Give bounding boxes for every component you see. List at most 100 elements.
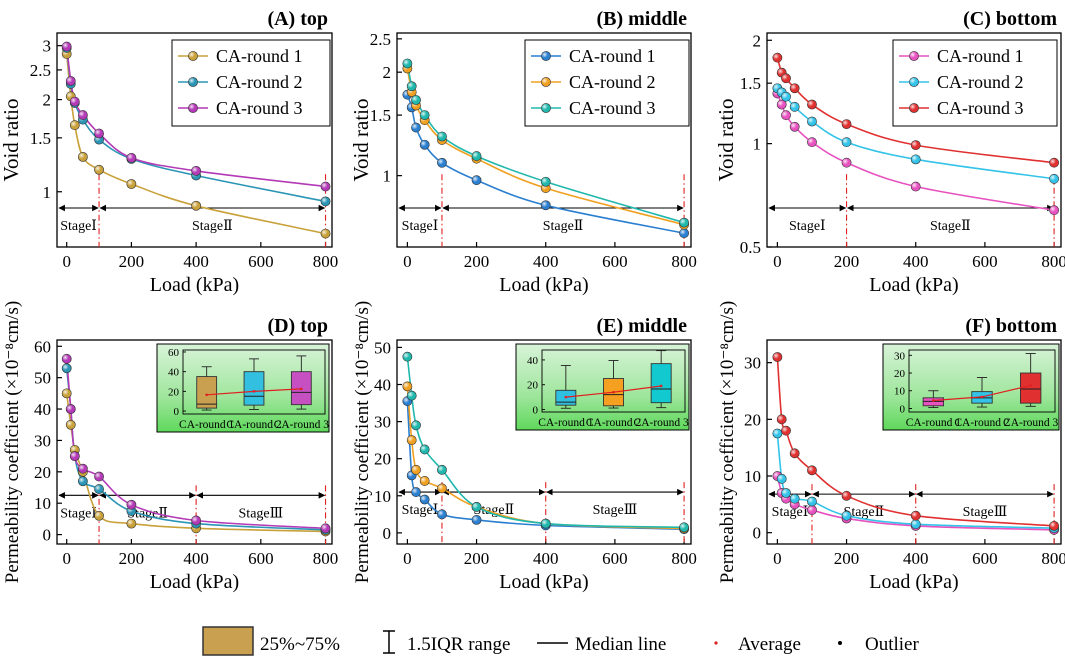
inset-axes xyxy=(908,349,1056,413)
y-axis-label: Permeability coefficient (×10⁻⁸cm/s) xyxy=(2,301,23,583)
stage-label: StageⅡ xyxy=(474,503,515,518)
data-point-shine xyxy=(790,494,800,504)
panel-title: (B) middle xyxy=(596,8,687,30)
x-tick-label: 800 xyxy=(671,252,697,271)
data-point-shine xyxy=(62,388,72,398)
data-point-shine xyxy=(911,519,921,529)
data-point-shine xyxy=(78,476,88,486)
y-tick-label: 20 xyxy=(374,450,391,469)
data-point-shine xyxy=(471,502,482,512)
data-point-shine xyxy=(420,444,430,455)
legend-label: CA-round 3 xyxy=(937,98,1024,118)
y-tick-label: 0 xyxy=(383,524,392,543)
data-point-shine xyxy=(541,177,551,187)
x-tick-label: 600 xyxy=(248,549,274,568)
panel-C: (C) bottom 0 200 400 600 800 0.5 1 1.5 2 Load (kPa… xyxy=(714,8,1065,296)
data-point-shine xyxy=(790,122,800,132)
stage-label: StageⅠ xyxy=(772,505,809,520)
average-point xyxy=(564,395,568,399)
data-point-shine xyxy=(420,140,430,150)
iqr-box xyxy=(243,371,265,406)
x-tick-label: 400 xyxy=(903,549,929,568)
y-tick-label: 0 xyxy=(43,526,52,545)
y-tick-label: 50 xyxy=(374,338,391,357)
plot-frame xyxy=(56,32,333,248)
data-point-shine xyxy=(437,131,447,142)
x-tick-label: 0 xyxy=(62,252,71,271)
x-tick-label: 200 xyxy=(834,549,860,568)
data-point-shine xyxy=(191,515,201,526)
x-tick-label: 0 xyxy=(403,549,412,568)
legend-outlier-label: Outlier xyxy=(865,634,919,655)
inset-y-tick-label: 60 xyxy=(168,347,180,359)
iqr-box xyxy=(1019,372,1042,404)
legend-marker-shine xyxy=(541,51,551,61)
data-point-shine xyxy=(411,95,421,105)
data-point-shine xyxy=(790,102,800,112)
y-tick-label: 1.5 xyxy=(370,106,391,125)
data-point-shine xyxy=(407,435,417,445)
y-tick-label: 3 xyxy=(43,37,52,56)
data-point-shine xyxy=(94,128,104,139)
panel-B: (B) middle 0 200 400 600 800 1 1.5 2 2.5 Load (kPa… xyxy=(349,8,697,296)
legend-average-icon xyxy=(714,641,718,645)
figure-legend: 25%~75% 1.5IQR range Median line Average… xyxy=(202,626,919,656)
x-tick-label: 0 xyxy=(773,549,782,568)
data-point-shine xyxy=(471,175,482,185)
y-tick-label: 1 xyxy=(383,167,392,186)
data-point-shine xyxy=(320,181,331,192)
panel-title: (F) bottom xyxy=(965,315,1057,337)
data-point-shine xyxy=(191,201,201,211)
y-tick-label: 10 xyxy=(374,487,391,506)
y-tick-label: 1 xyxy=(43,183,52,202)
y-tick-label: 0.5 xyxy=(740,238,761,257)
plot-frame xyxy=(766,32,1062,248)
data-point-shine xyxy=(1049,158,1059,168)
data-point-shine xyxy=(781,110,791,120)
legend-frame xyxy=(524,39,690,127)
inset-boxplot: 0 20 40 CA-round 1CA-round 2CA-round 3 xyxy=(515,343,690,431)
average-point xyxy=(980,395,984,399)
x-tick-label: 800 xyxy=(671,549,697,568)
legend-box-swatch xyxy=(202,626,254,656)
data-point-shine xyxy=(790,448,800,458)
panel-title: (D) top xyxy=(267,315,328,337)
y-tick-label: 2.5 xyxy=(370,30,391,49)
x-tick-label: 400 xyxy=(183,252,209,271)
plot-frame xyxy=(396,32,692,248)
data-point-shine xyxy=(411,122,421,133)
data-point-shine xyxy=(320,523,331,533)
data-point-shine xyxy=(62,354,72,364)
y-tick-label: 30 xyxy=(34,431,51,450)
legend-label: CA-round 1 xyxy=(937,46,1024,66)
y-tick-label: 20 xyxy=(34,463,51,482)
x-axis-label: Load (kPa) xyxy=(869,274,958,296)
plot-frame xyxy=(766,339,1062,545)
data-point-shine xyxy=(841,119,852,129)
x-tick-label: 200 xyxy=(119,252,145,271)
panel-title: (E) middle xyxy=(596,315,687,337)
y-tick-label: 1.5 xyxy=(30,129,51,148)
average-point xyxy=(612,390,615,394)
legend-range-icon xyxy=(383,630,395,654)
stage-label: StageⅢ xyxy=(593,503,638,518)
legend-marker-shine xyxy=(188,103,198,113)
legend-marker-shine xyxy=(909,51,919,61)
inset-category-label: CA-round 3 xyxy=(634,417,690,429)
x-tick-label: 600 xyxy=(602,549,628,568)
x-tick-label: 400 xyxy=(903,252,929,271)
inset-axes xyxy=(182,349,326,415)
x-tick-label: 200 xyxy=(834,252,860,271)
data-point-shine xyxy=(437,509,447,519)
inset-category-label: CA-round 1 xyxy=(906,417,962,429)
average-point xyxy=(932,399,935,402)
data-point-shine xyxy=(790,83,800,93)
inset-y-tick-label: 20 xyxy=(527,380,539,392)
legend-label: CA-round 2 xyxy=(216,72,303,92)
x-axis-label: Load (kPa) xyxy=(499,571,588,593)
data-point-shine xyxy=(94,484,104,494)
inset-y-tick-label: 0 xyxy=(533,405,539,417)
y-tick-label: 2 xyxy=(383,63,392,82)
